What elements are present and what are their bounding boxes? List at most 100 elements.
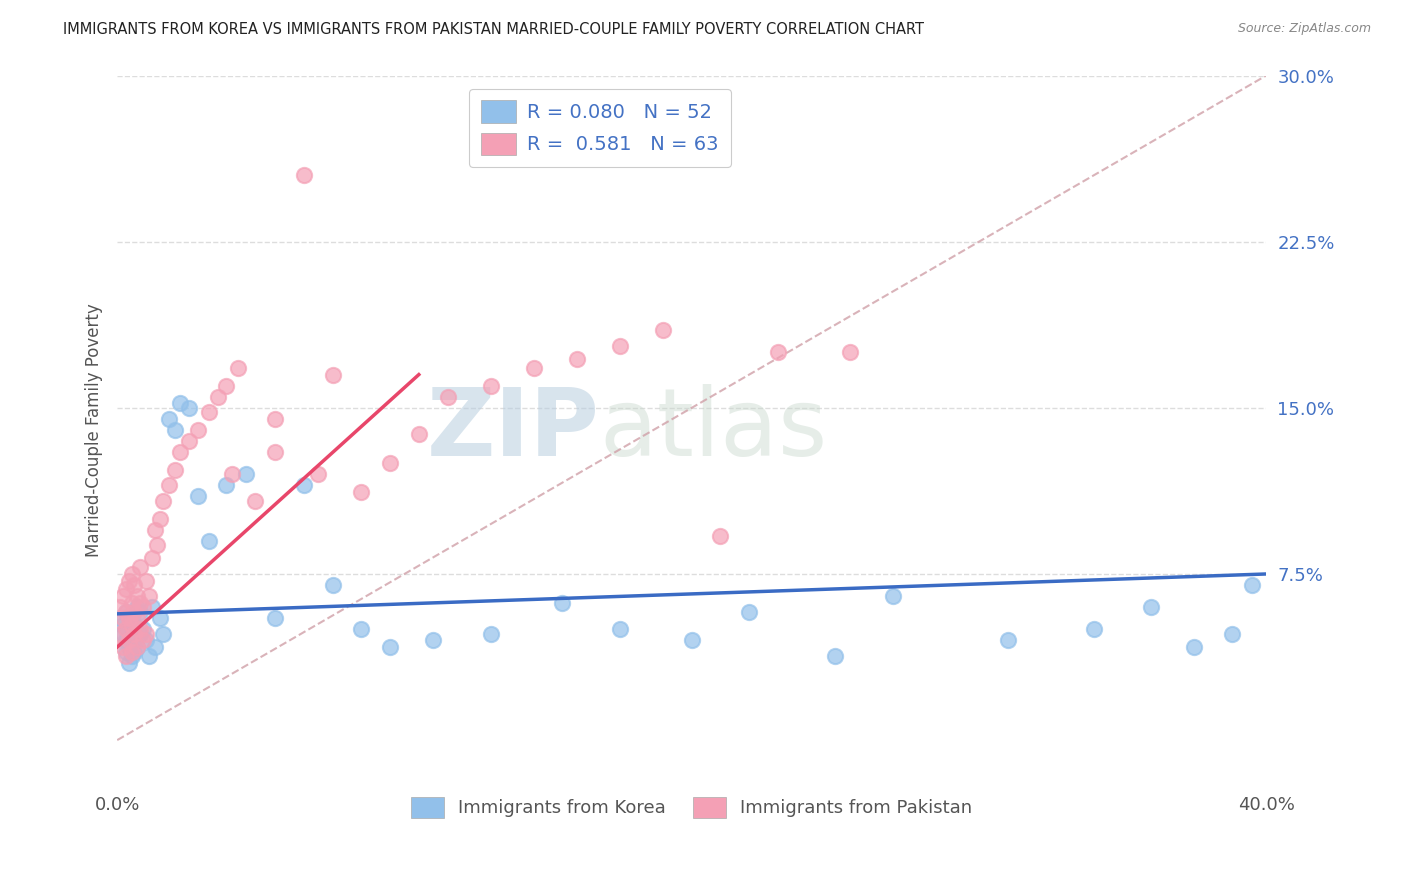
Point xyxy=(143,523,166,537)
Point xyxy=(292,168,315,182)
Point xyxy=(127,640,149,654)
Point xyxy=(121,566,143,581)
Point xyxy=(135,627,157,641)
Point xyxy=(163,463,186,477)
Point xyxy=(177,434,200,448)
Point xyxy=(322,368,344,382)
Point xyxy=(226,360,249,375)
Point xyxy=(997,633,1019,648)
Point xyxy=(709,529,731,543)
Point xyxy=(124,627,146,641)
Point xyxy=(141,551,163,566)
Point xyxy=(198,405,221,419)
Point xyxy=(149,611,172,625)
Point xyxy=(738,605,761,619)
Point xyxy=(129,560,152,574)
Point xyxy=(264,412,287,426)
Point xyxy=(118,611,141,625)
Point xyxy=(114,605,136,619)
Point xyxy=(129,596,152,610)
Point xyxy=(124,578,146,592)
Point xyxy=(152,627,174,641)
Point xyxy=(1140,600,1163,615)
Point xyxy=(111,611,134,625)
Point xyxy=(138,648,160,663)
Point xyxy=(215,478,238,492)
Point xyxy=(307,467,329,482)
Point xyxy=(264,445,287,459)
Point xyxy=(114,633,136,648)
Point xyxy=(121,618,143,632)
Point xyxy=(114,623,136,637)
Point xyxy=(838,345,860,359)
Point xyxy=(111,618,134,632)
Point xyxy=(207,390,229,404)
Point xyxy=(1083,623,1105,637)
Point xyxy=(1220,627,1243,641)
Point xyxy=(121,648,143,663)
Point xyxy=(111,640,134,654)
Point xyxy=(121,596,143,610)
Point xyxy=(118,640,141,654)
Point xyxy=(127,600,149,615)
Point xyxy=(127,640,149,654)
Point xyxy=(108,611,131,625)
Point xyxy=(243,494,266,508)
Point xyxy=(118,633,141,648)
Text: atlas: atlas xyxy=(600,384,828,476)
Point xyxy=(111,627,134,641)
Point xyxy=(124,605,146,619)
Point xyxy=(118,574,141,588)
Point xyxy=(565,352,588,367)
Point xyxy=(132,600,155,615)
Point xyxy=(132,623,155,637)
Point xyxy=(152,494,174,508)
Point xyxy=(824,648,846,663)
Point xyxy=(124,644,146,658)
Point xyxy=(163,423,186,437)
Point xyxy=(146,538,169,552)
Point xyxy=(114,644,136,658)
Point xyxy=(198,533,221,548)
Point xyxy=(609,623,631,637)
Point xyxy=(138,589,160,603)
Point xyxy=(766,345,789,359)
Point xyxy=(129,627,152,641)
Point xyxy=(157,412,180,426)
Point xyxy=(681,633,703,648)
Y-axis label: Married-Couple Family Poverty: Married-Couple Family Poverty xyxy=(86,303,103,557)
Point xyxy=(264,611,287,625)
Point xyxy=(1184,640,1206,654)
Legend: Immigrants from Korea, Immigrants from Pakistan: Immigrants from Korea, Immigrants from P… xyxy=(404,789,980,825)
Point xyxy=(350,485,373,500)
Point xyxy=(121,633,143,648)
Point xyxy=(108,627,131,641)
Point xyxy=(111,589,134,603)
Point xyxy=(114,605,136,619)
Point xyxy=(609,339,631,353)
Point xyxy=(422,633,444,648)
Point xyxy=(221,467,243,482)
Point xyxy=(551,596,574,610)
Point xyxy=(523,360,546,375)
Point xyxy=(118,623,141,637)
Point xyxy=(378,456,401,470)
Point xyxy=(479,627,502,641)
Point xyxy=(157,478,180,492)
Point xyxy=(187,490,209,504)
Point xyxy=(143,640,166,654)
Point xyxy=(408,427,430,442)
Point xyxy=(118,656,141,670)
Point xyxy=(114,648,136,663)
Point xyxy=(169,445,191,459)
Point xyxy=(1240,578,1263,592)
Point xyxy=(124,618,146,632)
Point xyxy=(436,390,458,404)
Point xyxy=(129,605,152,619)
Point xyxy=(127,611,149,625)
Point xyxy=(135,633,157,648)
Text: IMMIGRANTS FROM KOREA VS IMMIGRANTS FROM PAKISTAN MARRIED-COUPLE FAMILY POVERTY : IMMIGRANTS FROM KOREA VS IMMIGRANTS FROM… xyxy=(63,22,924,37)
Point xyxy=(652,323,675,337)
Point xyxy=(149,511,172,525)
Point xyxy=(882,589,904,603)
